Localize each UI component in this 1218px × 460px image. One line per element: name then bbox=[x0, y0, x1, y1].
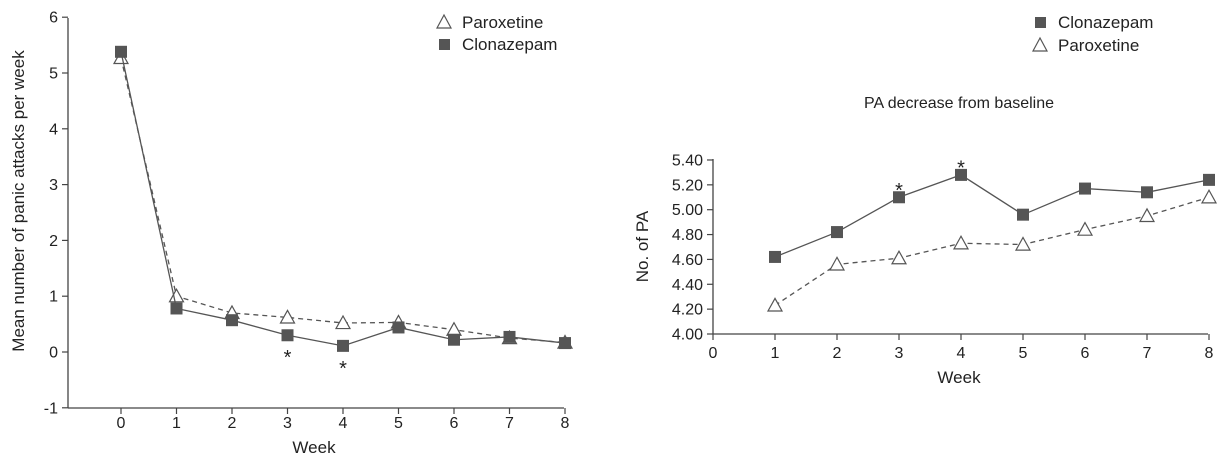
data-point bbox=[503, 330, 516, 343]
data-point bbox=[828, 256, 846, 271]
y-tick-label: 2 bbox=[49, 233, 58, 250]
data-point bbox=[334, 314, 352, 330]
x-tick-label: 3 bbox=[283, 415, 292, 432]
series-paroxetine bbox=[766, 189, 1218, 312]
data-point bbox=[1141, 186, 1153, 199]
data-point bbox=[559, 337, 571, 350]
data-point bbox=[893, 191, 905, 204]
data-point bbox=[1200, 189, 1218, 204]
legend-label-paroxetine: Paroxetine bbox=[1058, 36, 1139, 55]
data-point bbox=[1076, 221, 1094, 236]
x-tick-label: 0 bbox=[117, 415, 126, 432]
legend-marker-clonazepam bbox=[1035, 17, 1046, 28]
series-line-paroxetine bbox=[120, 57, 566, 344]
data-point bbox=[448, 333, 460, 346]
x-tick-label: 7 bbox=[1143, 345, 1152, 362]
x-tick-label: 2 bbox=[228, 415, 237, 432]
legend-label-paroxetine: Paroxetine bbox=[462, 13, 543, 32]
legend-marker-paroxetine bbox=[435, 13, 453, 29]
x-tick-label: 6 bbox=[450, 415, 459, 432]
x-tick-label: 1 bbox=[771, 345, 780, 362]
y-tick-label: 0 bbox=[49, 345, 58, 362]
series-line-clonazepam bbox=[774, 174, 1210, 258]
chart-1: -1 0 1 2 3 4 5 6 0 1 2 3 4 5 6 7 8 Week Mean number of pan… bbox=[9, 10, 574, 457]
data-point bbox=[115, 45, 127, 58]
data-point bbox=[831, 226, 843, 239]
x-tick-label: 8 bbox=[561, 415, 570, 432]
y-tick-label: 3 bbox=[49, 177, 58, 194]
data-point bbox=[955, 168, 967, 181]
y-tick-label: 4 bbox=[49, 121, 58, 138]
data-point bbox=[769, 250, 781, 263]
data-point bbox=[952, 235, 970, 250]
data-point bbox=[1138, 207, 1156, 223]
x-tick-label: 3 bbox=[895, 345, 904, 362]
legend-marker-paroxetine bbox=[1031, 36, 1049, 52]
data-point bbox=[1014, 236, 1032, 251]
y-tick-label: 4.20 bbox=[672, 302, 703, 319]
significance-marker: * bbox=[284, 347, 292, 369]
data-point bbox=[337, 339, 349, 352]
y-tick-label: 5.40 bbox=[672, 152, 703, 169]
x-tick-label: 4 bbox=[957, 345, 966, 362]
x-tick-label: 7 bbox=[505, 415, 514, 432]
data-point bbox=[890, 249, 908, 265]
y-tick-label: 5.00 bbox=[672, 202, 703, 219]
y-tick-label: 5 bbox=[49, 66, 58, 83]
y-tick-label: 4.80 bbox=[672, 227, 703, 244]
x-tick-label: 0 bbox=[709, 345, 718, 362]
y-tick-label: 5.20 bbox=[672, 177, 703, 194]
significance-marker: * bbox=[339, 358, 347, 380]
y-tick-label: 6 bbox=[49, 10, 58, 27]
data-point bbox=[1017, 208, 1029, 221]
chart-title: PA decrease from baseline bbox=[864, 95, 1054, 112]
legend-label-clonazepam: Clonazepam bbox=[462, 35, 557, 54]
data-point bbox=[279, 309, 296, 324]
x-tick-label: 5 bbox=[394, 415, 403, 432]
data-point bbox=[1079, 182, 1091, 195]
series-clonazepam bbox=[115, 45, 571, 352]
x-axis-label: Week bbox=[937, 368, 981, 387]
y-axis-label: No. of PA bbox=[633, 210, 652, 282]
data-point bbox=[445, 321, 463, 336]
y-tick-label: 4.60 bbox=[672, 252, 703, 269]
chart-2: 4.00 4.20 4.40 4.60 4.80 5.00 5.20 5.40 0 1 2 3 4 5 6 7… bbox=[633, 13, 1218, 387]
significance-marker: * bbox=[895, 180, 903, 202]
significance-marker: * bbox=[957, 157, 965, 179]
x-tick-label: 2 bbox=[833, 345, 842, 362]
legend-marker-clonazepam bbox=[439, 39, 450, 50]
legend-label-clonazepam: Clonazepam bbox=[1058, 13, 1153, 32]
x-tick-label: 1 bbox=[172, 415, 181, 432]
series-line-clonazepam bbox=[120, 51, 566, 347]
data-point bbox=[168, 287, 185, 303]
data-point bbox=[226, 314, 238, 327]
x-axis-label: Week bbox=[292, 438, 336, 457]
x-tick-label: 4 bbox=[339, 415, 348, 432]
y-tick-label: 4.00 bbox=[672, 327, 703, 344]
y-tick-label: 4.40 bbox=[672, 277, 703, 294]
y-tick-label: 1 bbox=[49, 289, 58, 306]
data-point bbox=[281, 329, 294, 342]
y-axis-label: Mean number of panic attacks per week bbox=[9, 50, 28, 352]
series-paroxetine bbox=[112, 49, 574, 349]
y-tick-label: -1 bbox=[44, 400, 58, 417]
x-tick-label: 6 bbox=[1081, 345, 1090, 362]
data-point bbox=[170, 302, 183, 315]
series-line-paroxetine bbox=[774, 196, 1210, 306]
data-point bbox=[1203, 173, 1215, 186]
data-point bbox=[766, 297, 784, 312]
x-tick-label: 8 bbox=[1205, 345, 1214, 362]
series-clonazepam bbox=[769, 168, 1215, 263]
data-point bbox=[392, 321, 405, 334]
x-tick-label: 5 bbox=[1019, 345, 1028, 362]
